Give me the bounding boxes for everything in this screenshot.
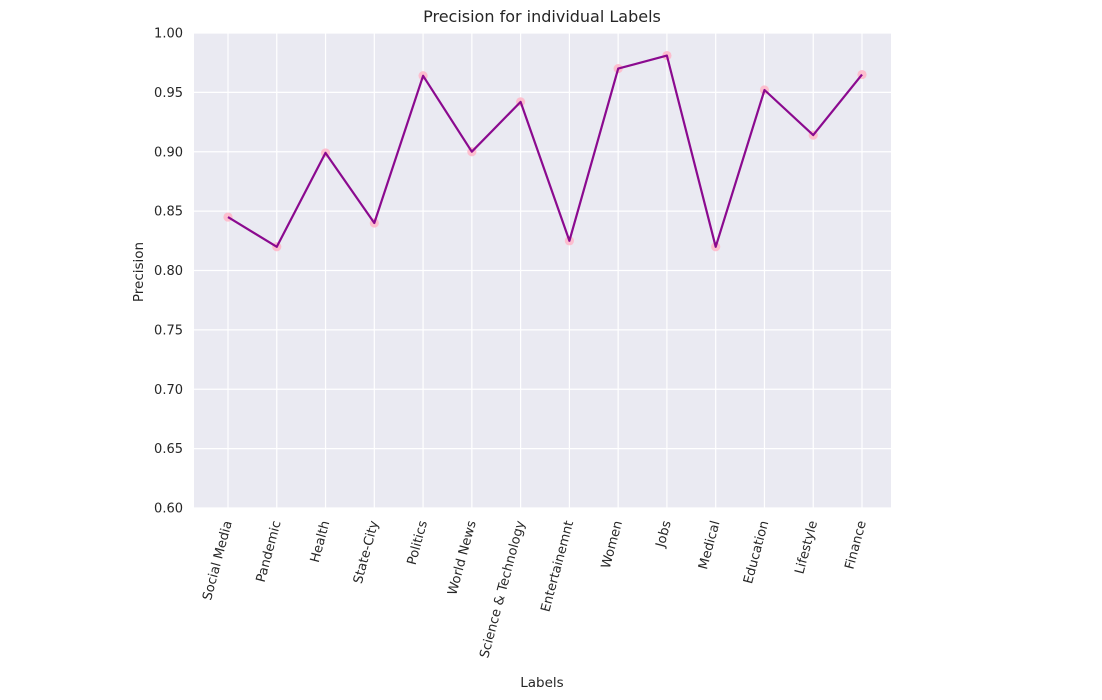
x-axis-label: Labels bbox=[520, 675, 563, 691]
x-tick-label: Lifestyle bbox=[792, 519, 821, 576]
x-tick-label: Finance bbox=[843, 519, 870, 571]
x-tick-label: Health bbox=[308, 519, 334, 564]
x-tick-label: State-City bbox=[351, 519, 382, 586]
y-tick-label: 1.00 bbox=[154, 27, 183, 42]
series-line bbox=[227, 54, 863, 248]
chart-title: Precision for individual Labels bbox=[423, 7, 661, 26]
x-tick-label: Social Media bbox=[200, 519, 236, 602]
x-tick-label: World News bbox=[445, 519, 479, 597]
y-tick-label: 0.75 bbox=[154, 323, 183, 338]
y-tick-label: 0.90 bbox=[154, 145, 183, 160]
y-tick-label: 0.70 bbox=[154, 383, 183, 398]
y-tick-label: 0.80 bbox=[154, 264, 183, 279]
y-tick-label: 0.85 bbox=[154, 205, 183, 220]
y-axis-label: Precision bbox=[131, 242, 147, 302]
x-tick-label: Women bbox=[599, 519, 626, 570]
x-tick-label: Medical bbox=[696, 519, 723, 571]
grid bbox=[194, 32, 891, 509]
y-tick-label: 0.65 bbox=[154, 442, 183, 457]
x-axis-ticks: Social Media Pandemic Health State-City Poli… bbox=[200, 519, 870, 660]
x-tick-label: Pandemic bbox=[254, 519, 285, 584]
y-tick-label: 0.95 bbox=[154, 86, 183, 101]
x-tick-label: Education bbox=[741, 519, 772, 585]
x-tick-label: Entertainemnt bbox=[538, 519, 577, 613]
x-tick-label: Jobs bbox=[653, 519, 675, 550]
y-axis-ticks: 0.60 0.65 0.70 0.75 0.80 0.85 0.90 0.95 1.00 bbox=[154, 27, 183, 517]
x-tick-label: Politics bbox=[405, 519, 431, 567]
y-tick-label: 0.60 bbox=[154, 502, 183, 517]
x-tick-label: Science & Technology bbox=[477, 519, 528, 660]
